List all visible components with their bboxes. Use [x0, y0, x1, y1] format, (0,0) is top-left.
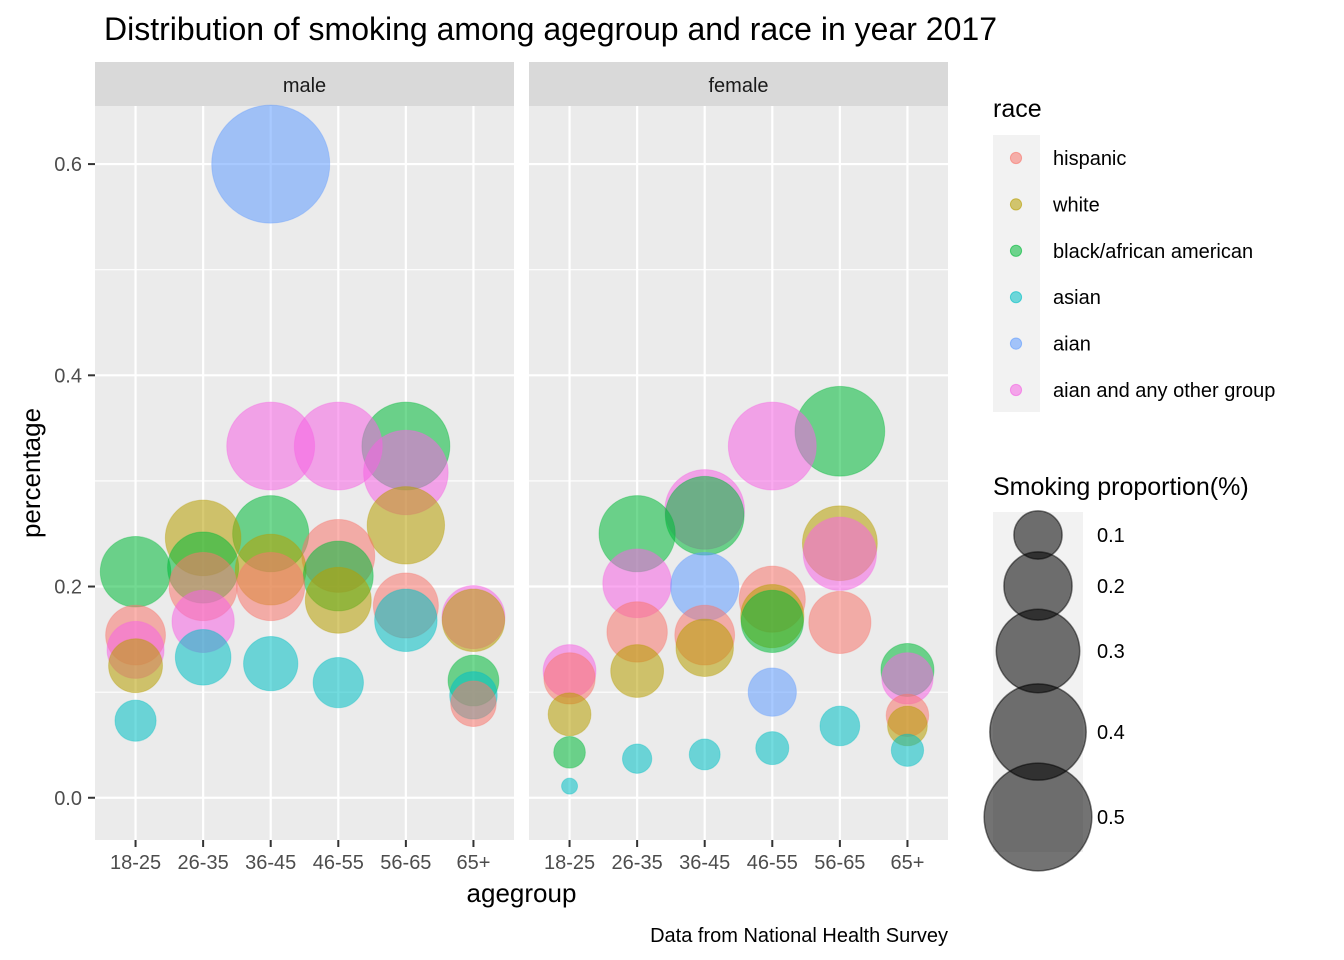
x-tick-label: 36-45	[679, 852, 730, 874]
chart-caption: Data from National Health Survey	[650, 925, 948, 947]
legend-swatch-aian	[1009, 337, 1023, 350]
x-tick-label: 65+	[456, 852, 490, 874]
x-tick-label: 18-25	[110, 852, 161, 874]
panel-male-points	[99, 104, 506, 742]
legend-swatch-aian-and-any-other-group	[1009, 383, 1023, 397]
chart-title: Distribution of smoking among agegroup a…	[104, 11, 997, 47]
legend-label-asian: asian	[1053, 287, 1101, 309]
point-male-asian-18-25	[114, 699, 157, 742]
point-female-white-26-35	[610, 644, 665, 698]
x-tick-label: 36-45	[245, 852, 296, 874]
x-tick-label: 56-65	[814, 852, 865, 874]
y-axis: 0.0 0.2 0.4 0.6	[54, 154, 95, 810]
y-tick-label: 0.2	[54, 577, 82, 599]
point-female-aian-and-any-other-group-46-55	[727, 401, 817, 491]
size-legend-label: 0.2	[1097, 576, 1125, 598]
point-male-hispanic-36-45	[236, 551, 306, 622]
point-male-asian-26-35	[174, 629, 232, 686]
legend-swatch-black-african-american	[1009, 244, 1023, 257]
legend-swatch-hispanic	[1009, 151, 1023, 165]
point-male-white-65	[441, 588, 506, 653]
size-legend: 0.1 0.2 0.3 0.4 0.5	[983, 510, 1125, 872]
size-legend-circle	[995, 608, 1081, 694]
x-tick-label: 56-65	[380, 852, 431, 874]
panel-male-strip	[95, 62, 514, 106]
x-tick-label: 65+	[890, 852, 924, 874]
point-female-white-36-45	[675, 618, 734, 677]
point-female-asian-65	[890, 733, 925, 767]
point-female-white-18-25	[547, 692, 592, 737]
y-axis-title: percentage	[16, 408, 46, 538]
size-legend-label: 0.5	[1097, 807, 1125, 829]
point-female-asian-36-45	[688, 738, 721, 771]
size-legend-circle	[983, 762, 1093, 872]
panel-female-strip	[529, 62, 948, 106]
y-tick-label: 0.4	[54, 365, 82, 387]
x-tick-label: 26-35	[178, 852, 229, 874]
point-female-black-african-american-46-55	[740, 589, 804, 654]
color-legend-key-background	[993, 135, 1040, 412]
color-legend-title: race	[993, 95, 1042, 123]
size-legend-label: 0.3	[1097, 641, 1125, 663]
legend-label-aian-and-any-other-group: aian and any other group	[1053, 380, 1275, 402]
color-legend: hispanic white black/african american asian…	[1009, 148, 1275, 402]
point-female-aian-46-55	[747, 667, 797, 717]
point-male-asian-56-65	[374, 588, 438, 653]
legend-swatch-asian	[1009, 291, 1023, 304]
point-male-white-18-25	[108, 638, 163, 694]
legend-label-black-african-american: black/african american	[1053, 241, 1253, 263]
point-male-aian-36-45	[211, 104, 331, 224]
point-male-white-46-55	[304, 566, 372, 634]
x-axis: 18-25 26-35 36-45 46-55 56-65 65+ 18-25 26-35 36…	[110, 840, 924, 874]
point-female-black-african-american-36-45	[664, 475, 745, 556]
point-male-asian-36-45	[243, 635, 299, 692]
y-tick-label: 0.0	[54, 788, 82, 810]
legend-label-aian: aian	[1053, 334, 1091, 356]
point-female-asian-56-65	[819, 705, 861, 747]
panel-female-points	[542, 385, 935, 795]
x-tick-label: 26-35	[612, 852, 663, 874]
point-male-asian-46-55	[312, 656, 364, 709]
x-tick-label: 46-55	[747, 852, 798, 874]
point-male-black-african-american-18-25	[99, 536, 172, 608]
legend-label-white: white	[1052, 194, 1100, 216]
legend-label-hispanic: hispanic	[1053, 148, 1126, 170]
point-male-hispanic-65	[450, 680, 497, 727]
panel-male-label: male	[283, 75, 326, 97]
point-female-aian-and-any-other-group-56-65	[802, 516, 877, 591]
panel-female-label: female	[708, 75, 768, 97]
point-female-asian-26-35	[621, 743, 653, 774]
point-female-asian-18-25	[561, 777, 579, 795]
point-female-black-african-american-18-25	[553, 736, 586, 769]
size-legend-label: 0.1	[1097, 525, 1125, 547]
x-tick-label: 18-25	[544, 852, 595, 874]
point-female-hispanic-56-65	[808, 590, 872, 654]
x-axis-title: agegroup	[467, 878, 577, 908]
legend-swatch-white	[1009, 198, 1023, 211]
size-legend-label: 0.4	[1097, 722, 1125, 744]
size-legend-title: Smoking proportion(%)	[993, 473, 1249, 501]
y-tick-label: 0.6	[54, 154, 82, 176]
point-male-white-56-65	[366, 486, 446, 565]
x-tick-label: 46-55	[313, 852, 364, 874]
point-female-asian-46-55	[755, 731, 790, 766]
